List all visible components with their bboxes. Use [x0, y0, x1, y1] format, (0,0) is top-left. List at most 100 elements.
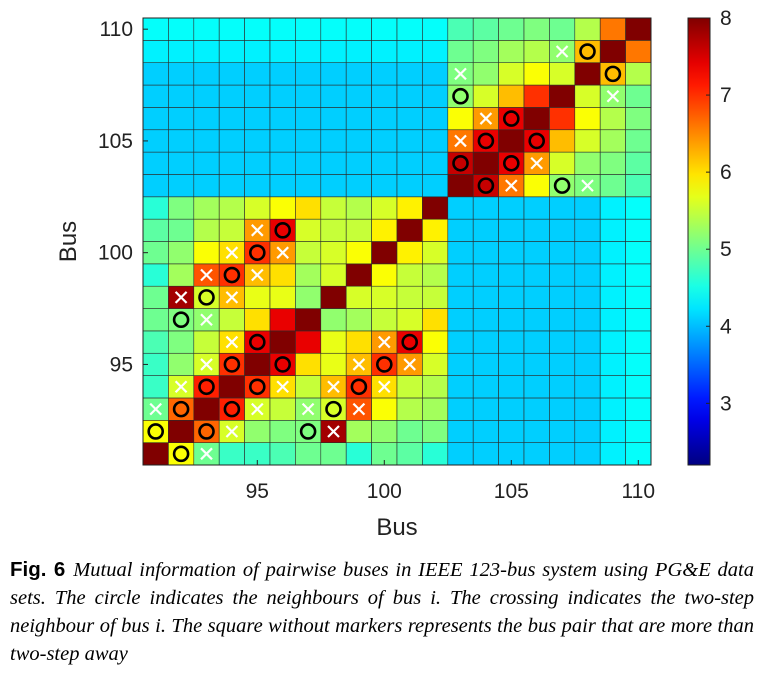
heatmap-cell — [549, 330, 576, 354]
heatmap-cell — [269, 84, 296, 108]
heatmap-cell — [599, 397, 626, 421]
heatmap-cell — [396, 84, 423, 108]
heatmap-cell — [422, 285, 449, 309]
heatmap-cell — [523, 442, 550, 466]
heatmap-cell — [523, 241, 550, 265]
heatmap-cell — [396, 285, 423, 309]
heatmap-cell — [549, 263, 576, 287]
heatmap-cell — [168, 62, 195, 86]
heatmap-cell — [345, 62, 372, 86]
heatmap-cell — [447, 241, 474, 265]
heatmap-cell — [599, 308, 626, 332]
heatmap-cell — [422, 174, 449, 198]
heatmap-cell — [498, 419, 525, 443]
heatmap-cell — [574, 17, 601, 41]
cross-marker — [301, 402, 315, 416]
heatmap-cell — [345, 419, 372, 443]
heatmap-cell — [142, 107, 169, 131]
cross-marker — [276, 246, 289, 259]
heatmap-cell — [142, 442, 169, 466]
cross-marker — [200, 447, 213, 461]
heatmap-cell — [168, 218, 195, 242]
heatmap-cell — [269, 263, 296, 287]
heatmap-cell — [193, 40, 220, 63]
heatmap-cell — [625, 129, 652, 153]
heatmap-cell — [396, 17, 423, 41]
heatmap-cell — [549, 419, 576, 443]
heatmap-cell — [320, 218, 347, 242]
cross-marker — [174, 291, 188, 304]
heatmap-cell — [371, 308, 398, 332]
heatmap-cell — [295, 308, 322, 332]
heatmap-cell — [218, 40, 245, 63]
cross-marker — [378, 335, 391, 349]
heatmap-cell — [422, 129, 449, 153]
heatmap-cell — [269, 308, 296, 332]
heatmap-cell — [218, 196, 245, 220]
heatmap-cell — [269, 40, 296, 63]
heatmap-cell — [168, 196, 195, 220]
heatmap-cell — [371, 62, 398, 86]
heatmap-cell — [345, 40, 372, 63]
heatmap-cell — [371, 263, 398, 287]
heatmap-cell — [422, 308, 449, 332]
heatmap-cell — [320, 196, 347, 220]
heatmap-cell — [269, 285, 296, 309]
circle-marker — [452, 87, 469, 105]
y-tick-label: 110 — [100, 18, 133, 41]
heatmap-cell — [625, 397, 652, 421]
heatmap-cell — [523, 330, 550, 354]
heatmap-cell — [625, 352, 652, 376]
heatmap-cell — [142, 84, 169, 108]
heatmap-cell — [371, 107, 398, 131]
circle-marker — [172, 445, 190, 463]
heatmap-cell — [574, 330, 601, 354]
heatmap-cell — [193, 218, 220, 242]
heatmap-cell — [269, 397, 296, 421]
circle-marker — [604, 65, 622, 83]
heatmap-cell — [345, 129, 372, 153]
heatmap-cell — [193, 196, 220, 220]
heatmap-cell — [549, 285, 576, 309]
circle-marker — [350, 378, 368, 396]
heatmap-cell — [320, 129, 347, 153]
heatmap-cell — [320, 40, 347, 63]
heatmap-cell — [320, 308, 347, 332]
heatmap-cell — [345, 218, 372, 242]
heatmap-cell — [320, 241, 347, 265]
cross-marker — [555, 45, 569, 58]
heatmap-cell — [625, 17, 652, 41]
heatmap-cell — [345, 308, 372, 332]
heatmap-cell — [269, 129, 296, 153]
heatmap-cell — [472, 62, 499, 86]
heatmap-cell — [168, 151, 195, 175]
cross-marker — [225, 425, 239, 438]
heatmap-cell — [244, 174, 271, 198]
heatmap-cell — [193, 129, 220, 153]
heatmap-cell — [498, 62, 525, 86]
heatmap-cell — [422, 84, 449, 108]
heatmap-cell — [523, 62, 550, 86]
circle-marker — [579, 43, 596, 60]
heatmap-cell — [498, 40, 525, 63]
heatmap-cell — [447, 308, 474, 332]
heatmap-cell — [295, 285, 322, 309]
heatmap-cell — [396, 151, 423, 175]
heatmap-cell — [422, 352, 449, 376]
x-axis-label: Bus — [376, 514, 417, 540]
heatmap-cell — [345, 285, 372, 309]
heatmap-cell — [320, 442, 347, 466]
heatmap-cell — [523, 397, 550, 421]
heatmap-cell — [345, 151, 372, 175]
cross-marker — [606, 89, 620, 103]
heatmap-cell — [371, 241, 398, 265]
heatmap-cell — [599, 241, 626, 265]
heatmap-cell — [625, 84, 652, 108]
heatmap-cell — [345, 17, 372, 41]
heatmap-cell — [396, 308, 423, 332]
cross-marker — [149, 402, 162, 416]
heatmap-cell — [549, 107, 576, 131]
heatmap-cell — [498, 397, 525, 421]
heatmap-cell — [244, 419, 271, 443]
heatmap-cell — [523, 419, 550, 443]
